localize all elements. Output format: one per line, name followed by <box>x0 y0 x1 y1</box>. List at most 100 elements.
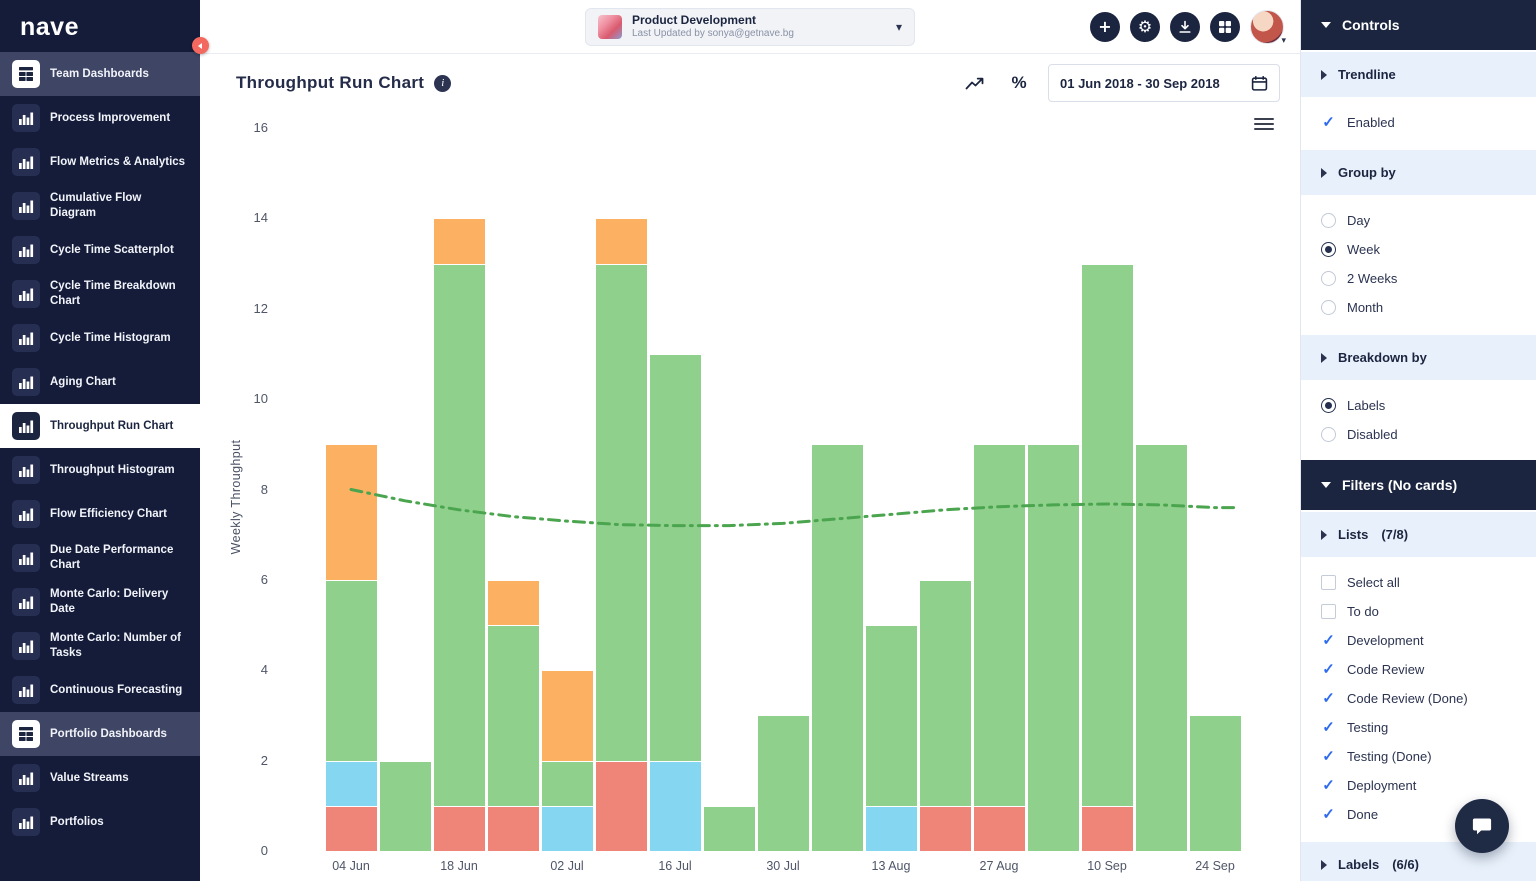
bar-segment-red[interactable] <box>595 761 647 851</box>
user-avatar[interactable]: ▾ <box>1250 9 1286 45</box>
bar-segment-green[interactable] <box>1027 445 1079 851</box>
bar-segment-red[interactable] <box>1081 806 1133 851</box>
info-icon[interactable]: i <box>434 74 452 92</box>
bar-segment-green[interactable] <box>1189 716 1241 851</box>
sidebar-item-cycle-time-breakdown-chart[interactable]: Cycle Time Breakdown Chart <box>0 272 200 316</box>
bar-03-sep[interactable] <box>1027 128 1079 851</box>
bar-24-sep[interactable] <box>1189 128 1241 851</box>
bar-segment-blue[interactable] <box>325 761 377 806</box>
section-header-lists[interactable]: Lists (7/8) <box>1301 510 1536 557</box>
sidebar-item-cycle-time-scatterplot[interactable]: Cycle Time Scatterplot <box>0 228 200 272</box>
bar-02-jul[interactable] <box>541 128 593 851</box>
bar-23-jul[interactable] <box>703 128 755 851</box>
bar-segment-blue[interactable] <box>541 806 593 851</box>
sidebar-item-process-improvement[interactable]: Process Improvement <box>0 96 200 140</box>
checkbox-done[interactable]: ✓ Done <box>1321 800 1516 829</box>
checkbox-enabled[interactable]: ✓ Enabled <box>1321 108 1516 137</box>
bar-segment-green[interactable] <box>757 716 809 851</box>
checkbox-to-do[interactable]: To do <box>1321 597 1516 626</box>
sidebar-item-aging-chart[interactable]: Aging Chart <box>0 360 200 404</box>
sidebar-item-value-streams[interactable]: Value Streams <box>0 756 200 800</box>
controls-header[interactable]: Controls <box>1301 0 1536 50</box>
bar-segment-green[interactable] <box>487 626 539 806</box>
checkbox-code-review[interactable]: ✓ Code Review <box>1321 655 1516 684</box>
bar-11-jun[interactable] <box>379 128 431 851</box>
checkbox-testing-done[interactable]: ✓ Testing (Done) <box>1321 742 1516 771</box>
checkbox-code-review-done[interactable]: ✓ Code Review (Done) <box>1321 684 1516 713</box>
download-button[interactable] <box>1170 11 1200 42</box>
sidebar-item-throughput-run-chart[interactable]: Throughput Run Chart <box>0 404 200 448</box>
section-header-breakdown-by[interactable]: Breakdown by <box>1301 333 1536 380</box>
bar-segment-green[interactable] <box>325 580 377 761</box>
section-header-labels[interactable]: Labels (6/6) <box>1301 840 1536 881</box>
section-header-group-by[interactable]: Group by <box>1301 148 1536 195</box>
bar-segment-green[interactable] <box>973 445 1025 806</box>
checkbox-development[interactable]: ✓ Development <box>1321 626 1516 655</box>
sidebar-collapse-badge[interactable] <box>192 37 209 54</box>
sidebar-item-due-date-performance-chart[interactable]: Due Date Performance Chart <box>0 536 200 580</box>
radio-week[interactable]: Week <box>1321 235 1516 264</box>
bar-17-sep[interactable] <box>1135 128 1187 851</box>
bar-segment-blue[interactable] <box>649 761 701 851</box>
radio-labels[interactable]: Labels <box>1321 391 1516 420</box>
bar-16-jul[interactable] <box>649 128 701 851</box>
bar-segment-red[interactable] <box>973 806 1025 851</box>
sidebar-item-flow-metrics-analytics[interactable]: Flow Metrics & Analytics <box>0 140 200 184</box>
bar-06-aug[interactable] <box>811 128 863 851</box>
sidebar-item-portfolios[interactable]: Portfolios <box>0 800 200 844</box>
apps-grid-button[interactable] <box>1210 11 1240 42</box>
date-range-picker[interactable]: 01 Jun 2018 - 30 Sep 2018 <box>1048 64 1280 102</box>
bar-segment-green[interactable] <box>541 761 593 806</box>
sidebar-item-throughput-histogram[interactable]: Throughput Histogram <box>0 448 200 492</box>
sidebar-item-continuous-forecasting[interactable]: Continuous Forecasting <box>0 668 200 712</box>
checkbox-select-all[interactable]: Select all <box>1321 568 1516 597</box>
bar-segment-green[interactable] <box>649 354 701 761</box>
bar-segment-orange[interactable] <box>487 580 539 626</box>
filters-header[interactable]: Filters (No cards) <box>1301 460 1536 510</box>
sidebar-item-cumulative-flow-diagram[interactable]: Cumulative Flow Diagram <box>0 184 200 228</box>
sidebar-item-flow-efficiency-chart[interactable]: Flow Efficiency Chart <box>0 492 200 536</box>
checkbox-deployment[interactable]: ✓ Deployment <box>1321 771 1516 800</box>
bar-segment-green[interactable] <box>379 761 431 851</box>
board-selector[interactable]: Product Development Last Updated by sony… <box>585 7 915 46</box>
chat-button[interactable] <box>1455 799 1509 853</box>
radio-2-weeks[interactable]: 2 Weeks <box>1321 264 1516 293</box>
bar-27-aug[interactable] <box>973 128 1025 851</box>
section-header-trendline[interactable]: Trendline <box>1301 50 1536 97</box>
bar-segment-red[interactable] <box>487 806 539 851</box>
sidebar-item-team-dashboards[interactable]: Team Dashboards <box>0 52 200 96</box>
bar-30-jul[interactable] <box>757 128 809 851</box>
bar-segment-green[interactable] <box>433 264 485 806</box>
settings-button[interactable]: ⚙ <box>1130 11 1160 42</box>
bar-segment-orange[interactable] <box>433 219 485 264</box>
sidebar-item-portfolio-dashboards[interactable]: Portfolio Dashboards <box>0 712 200 756</box>
sidebar-item-monte-carlo-delivery-date[interactable]: Monte Carlo: Delivery Date <box>0 580 200 624</box>
bar-segment-green[interactable] <box>595 264 647 761</box>
bar-13-aug[interactable] <box>865 128 917 851</box>
checkbox-testing[interactable]: ✓ Testing <box>1321 713 1516 742</box>
radio-day[interactable]: Day <box>1321 206 1516 235</box>
bar-segment-green[interactable] <box>1135 445 1187 851</box>
line-view-button[interactable] <box>960 70 990 96</box>
bar-20-aug[interactable] <box>919 128 971 851</box>
chart-menu-icon[interactable] <box>1254 118 1274 130</box>
bar-18-jun[interactable] <box>433 128 485 851</box>
radio-month[interactable]: Month <box>1321 293 1516 322</box>
bar-segment-orange[interactable] <box>541 671 593 761</box>
radio-disabled[interactable]: Disabled <box>1321 420 1516 449</box>
bar-segment-green[interactable] <box>811 445 863 851</box>
bar-segment-green[interactable] <box>919 580 971 806</box>
bar-10-sep[interactable] <box>1081 128 1133 851</box>
sidebar-item-monte-carlo-number-of-tasks[interactable]: Monte Carlo: Number of Tasks <box>0 624 200 668</box>
bar-09-jul[interactable] <box>595 128 647 851</box>
add-button[interactable]: + <box>1090 11 1120 42</box>
bar-segment-green[interactable] <box>703 806 755 851</box>
bar-25-jun[interactable] <box>487 128 539 851</box>
percent-view-button[interactable]: % <box>1011 73 1027 92</box>
bar-segment-orange[interactable] <box>325 445 377 580</box>
bar-04-jun[interactable] <box>325 128 377 851</box>
bar-segment-red[interactable] <box>919 806 971 851</box>
bar-segment-orange[interactable] <box>595 219 647 264</box>
sidebar-item-cycle-time-histogram[interactable]: Cycle Time Histogram <box>0 316 200 360</box>
bar-segment-green[interactable] <box>865 626 917 806</box>
